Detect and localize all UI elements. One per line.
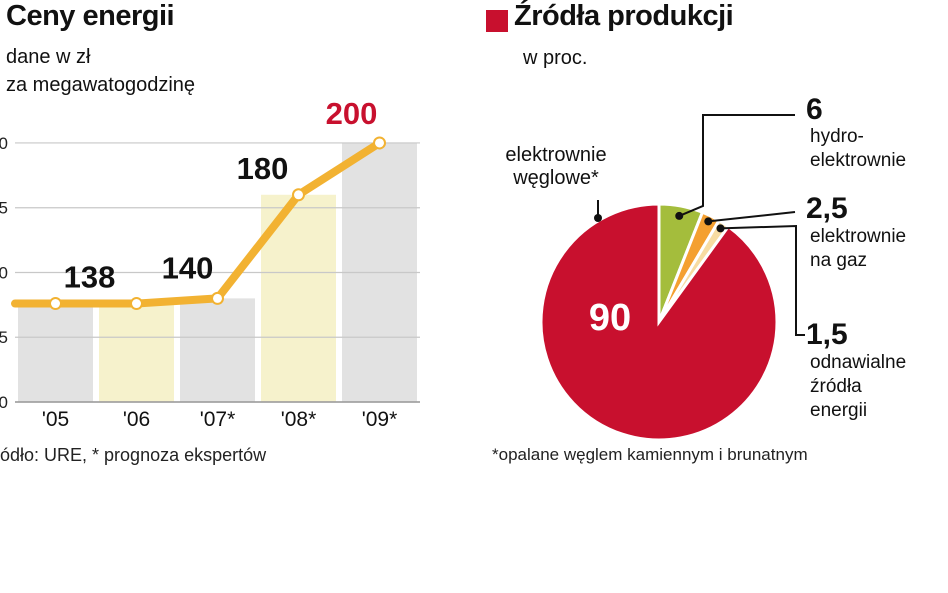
- x-tick-label: '05: [42, 408, 69, 431]
- coal-label-1: elektrownie: [505, 144, 607, 166]
- leader-dot: [675, 211, 684, 220]
- line-chart-subtitle-2: za megawatogodzinę: [6, 74, 196, 96]
- column-band: [180, 298, 255, 402]
- y-tick-label: 5: [0, 328, 8, 347]
- renew-leader: [720, 224, 805, 336]
- pie-chart-subtitle: w proc.: [523, 47, 588, 69]
- gas-label-2: na gaz: [810, 250, 868, 271]
- data-label: 180: [237, 151, 289, 186]
- hydro-label-1: hydro-: [810, 126, 864, 147]
- data-point: [49, 297, 62, 311]
- y-tick-label: 0: [0, 134, 8, 153]
- x-tick-label: '06: [123, 408, 150, 431]
- x-tick-label: '08*: [281, 408, 317, 431]
- column-band: [99, 303, 174, 402]
- leader-dot: [716, 224, 725, 233]
- leader-dot: [704, 217, 713, 226]
- pie-title-square: [486, 10, 508, 32]
- pie-footnote: *opalane węglem kamiennym i brunatnym: [492, 445, 808, 464]
- y-tick-label: 5: [0, 199, 8, 218]
- data-label: 140: [162, 250, 214, 285]
- data-point: [211, 291, 224, 305]
- renew-label-3: energii: [810, 400, 868, 421]
- price-line: [11, 138, 384, 308]
- renew-label-2: źródła: [810, 376, 862, 397]
- pie-value-label: 6: [806, 93, 823, 126]
- line-chart-source: ódło: URE, * prognoza ekspertów: [0, 445, 267, 465]
- column-band: [18, 303, 93, 402]
- pie-slice: [539, 202, 779, 442]
- y-tick-label: 0: [0, 263, 8, 282]
- line-chart-subtitle-1: dane w zł: [6, 46, 91, 68]
- data-point: [292, 188, 305, 202]
- pie-value-label: 90: [589, 297, 631, 339]
- hydro-label-2: elektrownie: [810, 150, 907, 171]
- coal-label-2: węglowe*: [513, 167, 599, 189]
- line-chart-title: Ceny energii: [6, 0, 175, 32]
- data-label: 200: [326, 96, 378, 131]
- data-point: [130, 297, 143, 311]
- gas-label-1: elektrownie: [810, 226, 907, 247]
- data-point: [373, 136, 386, 150]
- hydro-leader: [678, 114, 795, 217]
- y-tick-label: 0: [0, 393, 8, 412]
- renew-label-1: odnawialne: [810, 352, 907, 373]
- x-tick-label: '09*: [362, 408, 398, 431]
- leader-dot: [594, 214, 602, 222]
- data-label: 138: [64, 260, 116, 295]
- x-tick-label: '07*: [200, 408, 236, 431]
- pie-chart-title: Źródła produkcji: [514, 0, 734, 32]
- pie-value-label: 1,5: [806, 318, 848, 351]
- pie-value-label: 2,5: [806, 192, 848, 225]
- gas-leader: [708, 211, 796, 223]
